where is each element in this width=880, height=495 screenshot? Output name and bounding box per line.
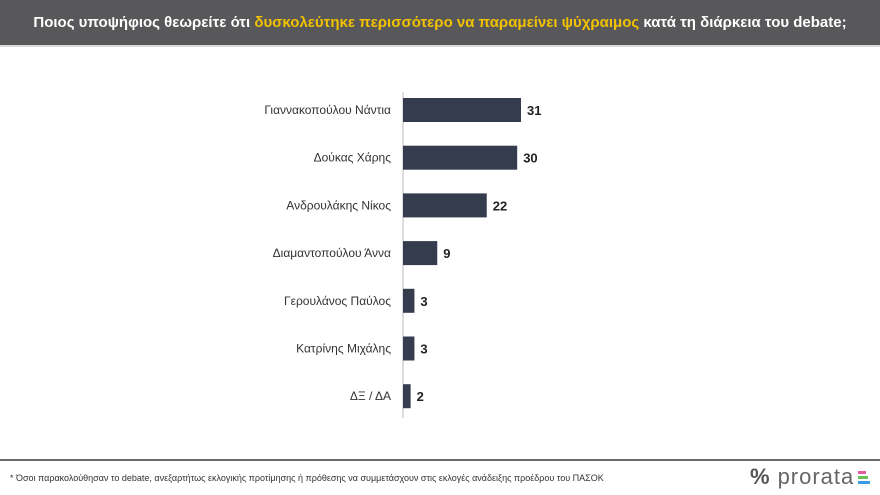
bar [403,288,415,313]
bar [403,145,518,170]
data-label: 3 [420,342,427,357]
data-label: 30 [523,151,537,166]
logo-name: prorata [777,464,855,489]
category-label: ΔΞ / ΔΑ [350,389,391,403]
bar [403,384,411,409]
bar [403,193,487,218]
data-label: 2 [417,389,424,404]
title-text: Ποιος υποψήφιος θεωρείτε ότι δυσκολεύτηκ… [33,14,846,31]
bar-chart: Γιαννακοπούλου Νάντια 31 Δούκας Χάρης 30 Ανδ… [264,92,541,418]
footnote: * Όσοι παρακολούθησαν το debate, ανεξαρτ… [10,473,604,483]
category-label: Γερουλάνος Παύλος [284,294,391,308]
category-label: Δούκας Χάρης [314,151,392,165]
bar [403,241,438,266]
category-label: Διαμαντοπούλου Άννα [273,246,391,260]
category-label: Γιαννακοπούλου Νάντια [264,103,391,117]
data-label: 3 [420,294,427,309]
bar [403,336,415,361]
data-label: 31 [527,103,541,118]
percent-logo-icon: % [750,464,770,489]
title-post: κατά τη διάρκεια του debate; [639,14,847,31]
data-label: 9 [443,246,450,261]
data-label: 22 [493,198,507,213]
category-label: Κατρίνης Μιχάλης [296,342,391,356]
category-label: Ανδρουλάκης Νίκος [286,198,391,212]
prorata-logo: % prorata [750,464,871,490]
title-bar: Ποιος υποψήφιος θεωρείτε ότι δυσκολεύτηκ… [0,0,880,47]
bar [403,98,521,122]
logo-bars-icon [858,470,871,484]
title-pre: Ποιος υποψήφιος θεωρείτε ότι [33,14,255,31]
title-highlight: δυσκολεύτηκε περισσότερο να παραμείνει ψ… [254,14,640,31]
footer-divider [0,459,880,461]
